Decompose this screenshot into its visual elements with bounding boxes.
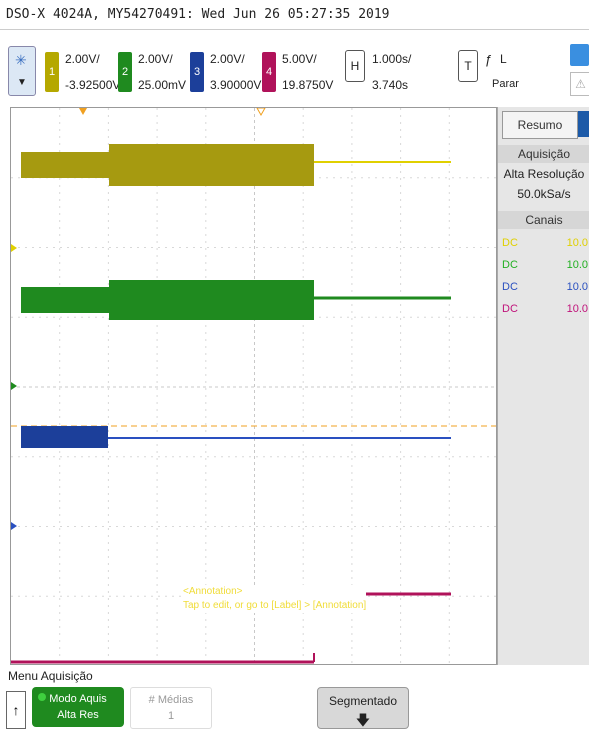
- channel-3-scale: 2.00V/: [210, 52, 245, 66]
- channel-2-scale: 2.00V/: [138, 52, 173, 66]
- softkey-menu: Menu Aquisição ↑ Modo Aquis Alta Res # M…: [0, 665, 589, 729]
- probe: 10.0: [566, 237, 588, 249]
- horizontal-scale: 1.000s/: [372, 52, 412, 66]
- channel-3-offset: 3.90000V: [210, 78, 262, 92]
- ch3-signal: [21, 426, 108, 448]
- radio-icon: [38, 693, 46, 701]
- trigger-position-marker: [79, 108, 87, 115]
- segmented-button[interactable]: Segmentado 🡇: [317, 687, 409, 729]
- annotation-line-2: Tap to edit, or go to [Label] > [Annotat…: [183, 600, 367, 611]
- acq-mode-value: Alta Res: [57, 709, 99, 721]
- averages-label: # Médias: [148, 694, 194, 706]
- waveform-display[interactable]: [10, 107, 497, 665]
- trigger-slope-icon: ƒ: [485, 52, 493, 67]
- coupling: DC: [502, 281, 518, 293]
- annotation-text[interactable]: <Annotation> Tap to edit, or go to [Labe…: [183, 585, 367, 613]
- channel-2-offset: 25.00mV: [138, 78, 187, 92]
- ch1-ground-marker: [11, 244, 17, 252]
- channel-1-offset: -3.92500V: [65, 78, 121, 92]
- trigger-button[interactable]: T: [458, 50, 478, 82]
- channel-row-4: DC 10.0: [502, 303, 588, 319]
- menu-title: Menu Aquisição: [8, 669, 93, 683]
- annotation-line-1: <Annotation>: [183, 586, 243, 597]
- acquisition-header: Aquisição: [498, 145, 589, 163]
- ch3-ground-marker: [11, 522, 17, 530]
- sample-rate: 50.0kSa/s: [517, 187, 571, 201]
- channel-bar: ✳ ▼ 1 2.00V/ -3.92500V 2 2.00V/ 25.00mV …: [0, 38, 589, 102]
- ch1-signal-high: [109, 144, 314, 186]
- channel-4-offset: 19.8750V: [282, 78, 334, 92]
- coupling: DC: [502, 259, 518, 271]
- arrow-down-icon: 🡇: [355, 712, 371, 728]
- acq-mode-label: Modo Aquis: [49, 693, 107, 705]
- coupling: DC: [502, 237, 518, 249]
- chevron-down-icon: ▼: [17, 77, 27, 88]
- warning-icon[interactable]: ⚠: [570, 72, 589, 96]
- averages-button[interactable]: # Médias 1: [130, 687, 212, 729]
- run-icon[interactable]: ✳ ▼: [8, 46, 36, 96]
- delay-marker: [256, 108, 266, 117]
- horizontal-delay: 3.740s: [372, 78, 409, 92]
- trigger-mode: L: [500, 52, 507, 66]
- ch2-signal-low: [21, 287, 109, 313]
- channel-row-1: DC 10.0: [502, 237, 588, 253]
- averages-value: 1: [167, 710, 175, 722]
- arrow-up-icon: ↑: [12, 702, 20, 718]
- ch2-signal-high: [109, 280, 314, 320]
- summary-panel: Resumo Aquisição Alta Resolução 50.0kSa/…: [497, 107, 589, 665]
- channel-1-scale: 2.00V/: [65, 52, 100, 66]
- probe: 10.0: [566, 259, 588, 271]
- channels-header: Canais: [498, 211, 589, 229]
- channel-1-badge: 1: [45, 52, 59, 92]
- channel-row-2: DC 10.0: [502, 259, 588, 275]
- tab-resumo[interactable]: Resumo: [502, 111, 578, 139]
- probe: 10.0: [566, 281, 588, 293]
- sparkle-icon: ✳: [15, 52, 27, 68]
- probe: 10.0: [566, 303, 588, 315]
- trigger-state: Parar: [492, 78, 519, 90]
- channel-2-badge: 2: [118, 52, 132, 92]
- channel-4-badge: 4: [262, 52, 276, 92]
- zoom-button[interactable]: [570, 44, 589, 66]
- segmented-label: Segmentado: [328, 694, 398, 708]
- channel-4-scale: 5.00V/: [282, 52, 317, 66]
- window-title: DSO-X 4024A, MY54270491: Wed Jun 26 05:2…: [0, 0, 589, 30]
- ch1-signal-low: [21, 152, 109, 178]
- channel-3-badge: 3: [190, 52, 204, 92]
- tab-other[interactable]: [578, 111, 589, 137]
- menu-up-button[interactable]: ↑: [6, 691, 26, 729]
- horizontal-button[interactable]: H: [345, 50, 365, 82]
- acquisition-mode: Alta Resolução: [503, 167, 585, 181]
- ch2-ground-marker: [11, 382, 17, 390]
- channel-row-3: DC 10.0: [502, 281, 588, 297]
- coupling: DC: [502, 303, 518, 315]
- acq-mode-button[interactable]: Modo Aquis Alta Res: [32, 687, 124, 727]
